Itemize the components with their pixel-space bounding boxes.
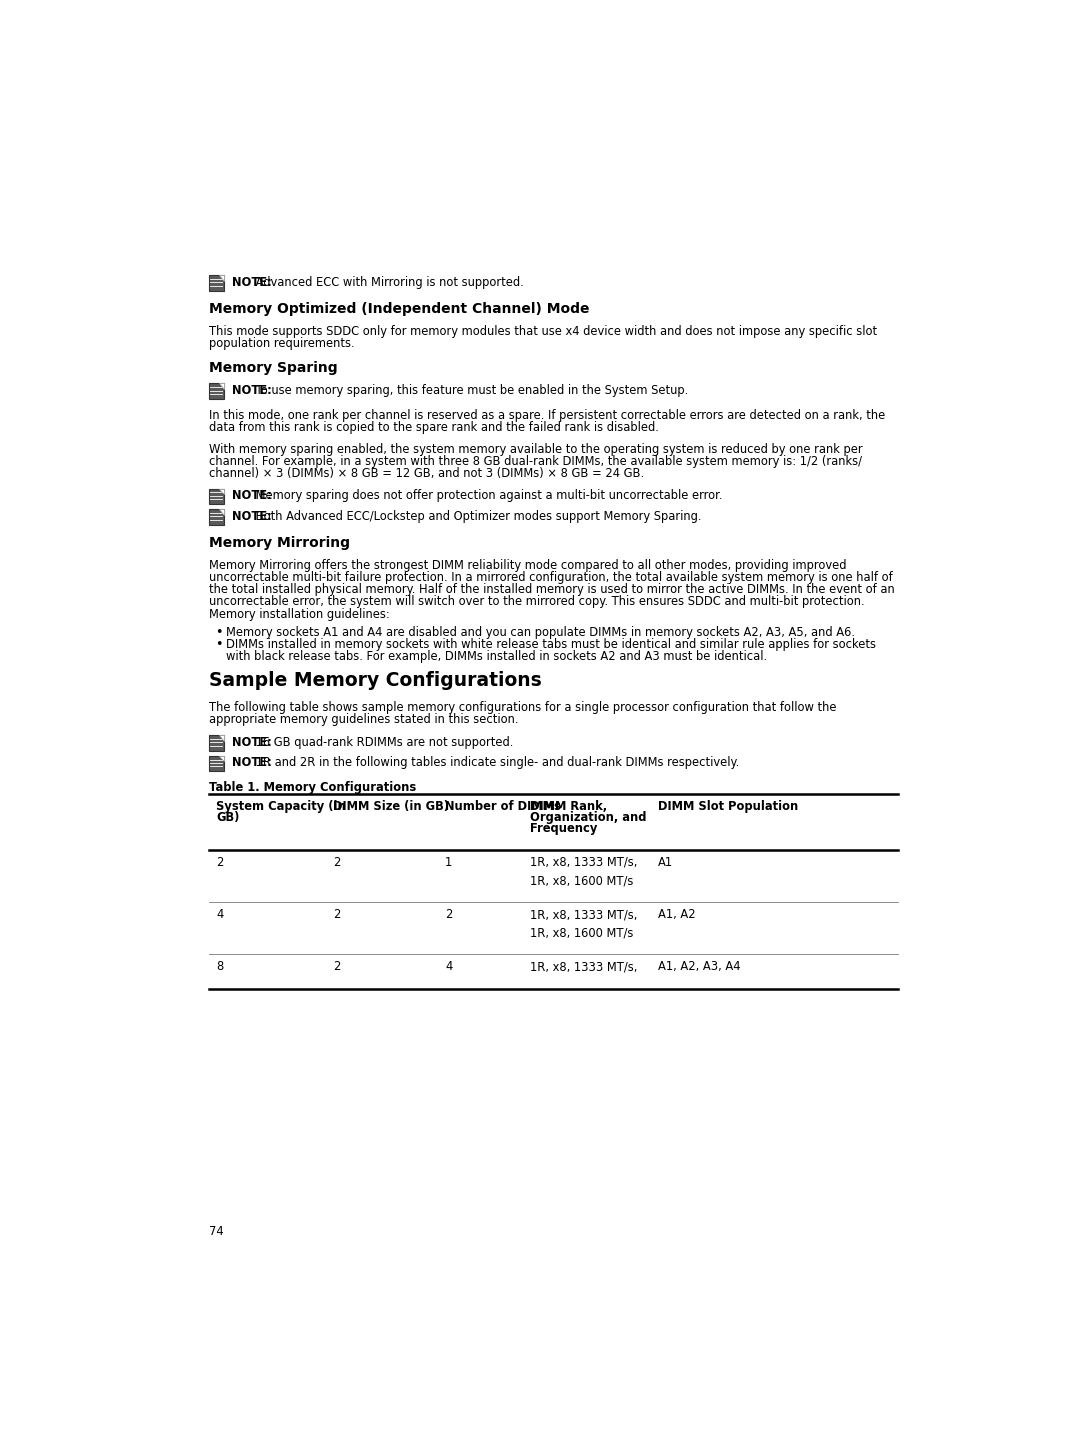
Text: DIMM Size (in GB): DIMM Size (in GB) — [333, 800, 448, 813]
Text: A1, A2: A1, A2 — [658, 908, 696, 921]
Text: data from this rank is copied to the spare rank and the failed rank is disabled.: data from this rank is copied to the spa… — [208, 420, 659, 433]
Text: Memory Sparing: Memory Sparing — [208, 360, 337, 374]
Text: Memory Mirroring offers the strongest DIMM reliability mode compared to all othe: Memory Mirroring offers the strongest DI… — [208, 559, 846, 572]
Text: NOTE:: NOTE: — [232, 384, 272, 397]
Text: This mode supports SDDC only for memory modules that use x4 device width and doe: This mode supports SDDC only for memory … — [208, 326, 877, 338]
Text: The following table shows sample memory configurations for a single processor co: The following table shows sample memory … — [208, 701, 836, 714]
Text: 1: 1 — [445, 856, 453, 869]
Text: NOTE:: NOTE: — [232, 736, 272, 749]
Text: 2: 2 — [445, 908, 453, 921]
Text: NOTE:: NOTE: — [232, 511, 272, 523]
Text: •: • — [215, 638, 222, 651]
FancyBboxPatch shape — [208, 489, 225, 503]
FancyBboxPatch shape — [208, 275, 225, 291]
Text: Memory sockets A1 and A4 are disabled and you can populate DIMMs in memory socke: Memory sockets A1 and A4 are disabled an… — [226, 625, 854, 638]
Text: channel) × 3 (DIMMs) × 8 GB = 12 GB, and not 3 (DIMMs) × 8 GB = 24 GB.: channel) × 3 (DIMMs) × 8 GB = 12 GB, and… — [208, 466, 644, 479]
Polygon shape — [218, 509, 225, 515]
Text: uncorrectable multi-bit failure protection. In a mirrored configuration, the tot: uncorrectable multi-bit failure protecti… — [208, 571, 892, 584]
FancyBboxPatch shape — [208, 509, 225, 525]
Text: 2: 2 — [216, 856, 224, 869]
Text: 4: 4 — [216, 908, 224, 921]
Text: with black release tabs. For example, DIMMs installed in sockets A2 and A3 must : with black release tabs. For example, DI… — [226, 650, 767, 663]
Text: Frequency: Frequency — [530, 822, 597, 835]
Text: appropriate memory guidelines stated in this section.: appropriate memory guidelines stated in … — [208, 713, 518, 726]
Text: 1R, x8, 1600 MT/s: 1R, x8, 1600 MT/s — [530, 926, 634, 939]
Text: With memory sparing enabled, the system memory available to the operating system: With memory sparing enabled, the system … — [208, 443, 862, 456]
Text: Both Advanced ECC/Lockstep and Optimizer modes support Memory Sparing.: Both Advanced ECC/Lockstep and Optimizer… — [252, 511, 701, 523]
Polygon shape — [218, 383, 225, 389]
Text: Memory installation guidelines:: Memory installation guidelines: — [208, 608, 390, 621]
FancyBboxPatch shape — [208, 383, 225, 399]
Text: 1R and 2R in the following tables indicate single- and dual-rank DIMMs respectiv: 1R and 2R in the following tables indica… — [252, 757, 739, 770]
Polygon shape — [218, 736, 225, 740]
Text: NOTE:: NOTE: — [232, 489, 272, 502]
Text: •: • — [215, 627, 222, 640]
Text: 4: 4 — [445, 961, 453, 974]
Text: Advanced ECC with Mirroring is not supported.: Advanced ECC with Mirroring is not suppo… — [252, 275, 524, 290]
Text: GB): GB) — [216, 810, 240, 825]
Text: 1R, x8, 1333 MT/s,: 1R, x8, 1333 MT/s, — [530, 961, 637, 974]
Text: Organization, and: Organization, and — [530, 810, 647, 825]
Text: 2: 2 — [333, 908, 340, 921]
Text: 1R, x8, 1600 MT/s: 1R, x8, 1600 MT/s — [530, 875, 634, 888]
Text: 1R, x8, 1333 MT/s,: 1R, x8, 1333 MT/s, — [530, 856, 637, 869]
Text: DIMM Rank,: DIMM Rank, — [530, 800, 607, 813]
Text: NOTE:: NOTE: — [232, 275, 272, 290]
Text: A1: A1 — [658, 856, 673, 869]
Text: 74: 74 — [208, 1225, 224, 1238]
Polygon shape — [218, 756, 225, 761]
Text: 1R, x8, 1333 MT/s,: 1R, x8, 1333 MT/s, — [530, 908, 637, 921]
Text: Memory sparing does not offer protection against a multi-bit uncorrectable error: Memory sparing does not offer protection… — [252, 489, 723, 502]
Text: To use memory sparing, this feature must be enabled in the System Setup.: To use memory sparing, this feature must… — [252, 384, 688, 397]
Text: Number of DIMMs: Number of DIMMs — [445, 800, 561, 813]
Text: Sample Memory Configurations: Sample Memory Configurations — [208, 671, 541, 690]
Text: NOTE:: NOTE: — [232, 757, 272, 770]
Polygon shape — [218, 275, 225, 281]
Text: DIMMs installed in memory sockets with white release tabs must be identical and : DIMMs installed in memory sockets with w… — [226, 638, 876, 651]
Text: 16 GB quad-rank RDIMMs are not supported.: 16 GB quad-rank RDIMMs are not supported… — [252, 736, 513, 749]
Text: In this mode, one rank per channel is reserved as a spare. If persistent correct: In this mode, one rank per channel is re… — [208, 409, 885, 422]
Text: System Capacity (in: System Capacity (in — [216, 800, 346, 813]
Text: population requirements.: population requirements. — [208, 337, 354, 350]
Text: 8: 8 — [216, 961, 224, 974]
Text: A1, A2, A3, A4: A1, A2, A3, A4 — [658, 961, 741, 974]
Text: Memory Mirroring: Memory Mirroring — [208, 536, 350, 551]
Text: Table 1. Memory Configurations: Table 1. Memory Configurations — [208, 782, 416, 794]
Polygon shape — [218, 489, 225, 493]
Text: 2: 2 — [333, 856, 340, 869]
Text: channel. For example, in a system with three 8 GB dual-rank DIMMs, the available: channel. For example, in a system with t… — [208, 455, 862, 467]
FancyBboxPatch shape — [208, 756, 225, 771]
Text: Memory Optimized (Independent Channel) Mode: Memory Optimized (Independent Channel) M… — [208, 303, 589, 317]
Text: uncorrectable error, the system will switch over to the mirrored copy. This ensu: uncorrectable error, the system will swi… — [208, 595, 864, 608]
Text: the total installed physical memory. Half of the installed memory is used to mir: the total installed physical memory. Hal… — [208, 582, 894, 595]
Text: 2: 2 — [333, 961, 340, 974]
Text: DIMM Slot Population: DIMM Slot Population — [658, 800, 798, 813]
FancyBboxPatch shape — [208, 736, 225, 750]
